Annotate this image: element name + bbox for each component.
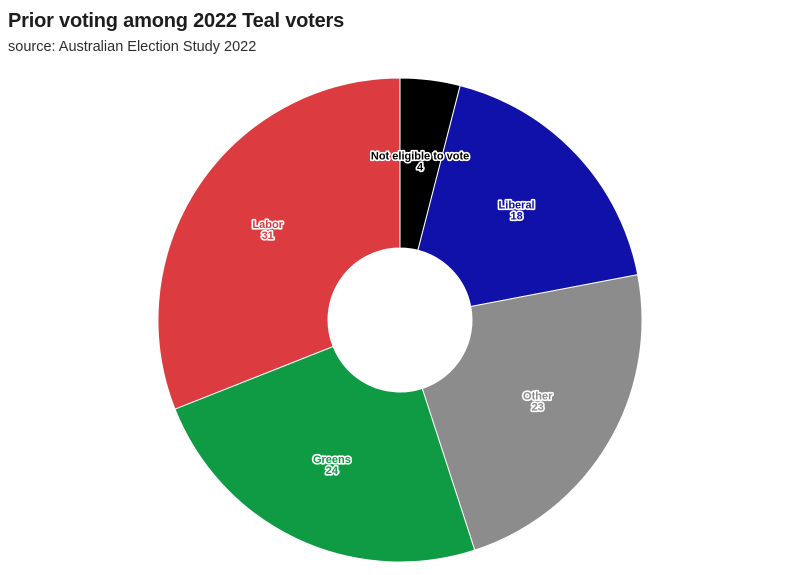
pie-label-value: 4 [417, 161, 424, 173]
pie-label-value: 18 [510, 211, 522, 223]
chart-source-note: source: Australian Election Study 2022 [8, 39, 257, 55]
pie-label-value: 31 [262, 230, 274, 242]
pie-label-liberal: Liberal 18 [499, 200, 535, 223]
pie-label-greens: Greens 24 [313, 454, 351, 477]
pie-label-value: 23 [532, 401, 544, 413]
chart-title: Prior voting among 2022 Teal voters [8, 10, 345, 32]
pie-label-name: Liberal [499, 200, 535, 212]
pie-label-name: Greens [313, 454, 351, 466]
pie-slice-greens [174, 345, 476, 563]
pie-label-labor: Labor 31 [252, 219, 283, 242]
pie-label-name: Labor [252, 219, 283, 231]
pie-label-name: Not eligible to vote [371, 150, 469, 162]
pie-slice-labor [157, 77, 401, 410]
pie-label-value: 24 [326, 465, 339, 477]
pie-slice-other [421, 274, 643, 551]
pie-slice-liberal [417, 84, 639, 308]
pie-label-not-eligible-to-vote: Not eligible to vote 4 [371, 150, 469, 173]
pie-label-other: Other 23 [523, 390, 553, 413]
pie-label-name: Other [523, 390, 553, 402]
chart-header: Prior voting among 2022 Teal voters sour… [8, 8, 344, 56]
